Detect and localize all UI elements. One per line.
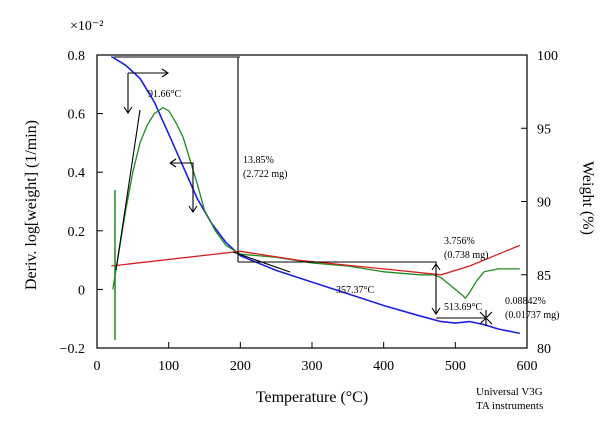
step2-mass-label: (0.738 mg) xyxy=(444,250,488,261)
x-tick-label: 200 xyxy=(230,359,251,374)
analysis-markers xyxy=(114,56,493,326)
x-tick-label: 500 xyxy=(445,359,466,374)
y-left-tick-label: 0 xyxy=(78,283,85,298)
y-left-tick-label: 0.6 xyxy=(68,108,86,123)
y-left-tick-label: 0.2 xyxy=(68,225,86,240)
second-step-arrow xyxy=(431,307,441,315)
y-left-tick-label: 0.8 xyxy=(68,49,86,64)
y-left-tick-label: −0.2 xyxy=(60,342,85,357)
y-left-axis-title: Deriv. log[weight] (1/min) xyxy=(23,120,40,290)
second-step-line xyxy=(238,261,437,314)
y-right-tick-label: 80 xyxy=(537,342,551,357)
y-left-tick-labels: −0.2 0 0.2 0.4 0.6 0.8 xyxy=(60,49,85,357)
step2-percent-label: 3.756% xyxy=(444,236,475,247)
residue-percent-label: 0.08842% xyxy=(505,296,546,307)
x-axis-title: Temperature (°C) xyxy=(256,389,368,406)
y-left-tick-label: 0.4 xyxy=(68,166,86,181)
x-tick-label: 0 xyxy=(94,359,101,374)
second-step-arrow-up xyxy=(431,263,441,271)
y-right-tick-label: 85 xyxy=(537,269,551,284)
step2-temperature-label: 357.37°C xyxy=(336,285,374,296)
arrow-down-marker xyxy=(123,73,133,114)
instrument-line-2: TA instruments xyxy=(476,400,543,412)
y-right-tick-label: 100 xyxy=(537,49,558,64)
x-tick-label: 100 xyxy=(158,359,179,374)
onset-tangent-line xyxy=(115,109,141,271)
axes-ticks xyxy=(96,54,528,349)
residue-star-marker xyxy=(479,310,493,326)
step1-mass-label: (2.722 mg) xyxy=(243,169,287,180)
weight-series-line xyxy=(110,55,520,335)
step3-temperature-label: 513.69°C xyxy=(444,302,482,313)
x-tick-label: 600 xyxy=(517,359,538,374)
series-layer xyxy=(110,55,521,335)
y-right-axis-title: Weight (%) xyxy=(579,161,596,235)
x-tick-label: 400 xyxy=(373,359,394,374)
instrument-line-1: Universal V3G xyxy=(476,386,543,398)
peak-temperature-label: 91.66°C xyxy=(148,89,181,100)
y-right-tick-label: 90 xyxy=(537,196,551,211)
residue-mass-label: (0.01737 mg) xyxy=(505,310,559,321)
y-right-tick-label: 95 xyxy=(537,122,551,137)
x-tick-label: 300 xyxy=(302,359,323,374)
arrow-left-down-marker xyxy=(169,158,198,213)
arrow-right-marker xyxy=(128,68,169,78)
y-right-tick-labels: 80 85 90 95 100 xyxy=(537,49,558,357)
step1-percent-label: 13.85% xyxy=(243,155,274,166)
baseline-series-line xyxy=(111,244,521,276)
y-left-multiplier: ×10⁻² xyxy=(70,19,103,34)
x-tick-labels: 0 100 200 300 400 500 600 xyxy=(94,359,538,374)
